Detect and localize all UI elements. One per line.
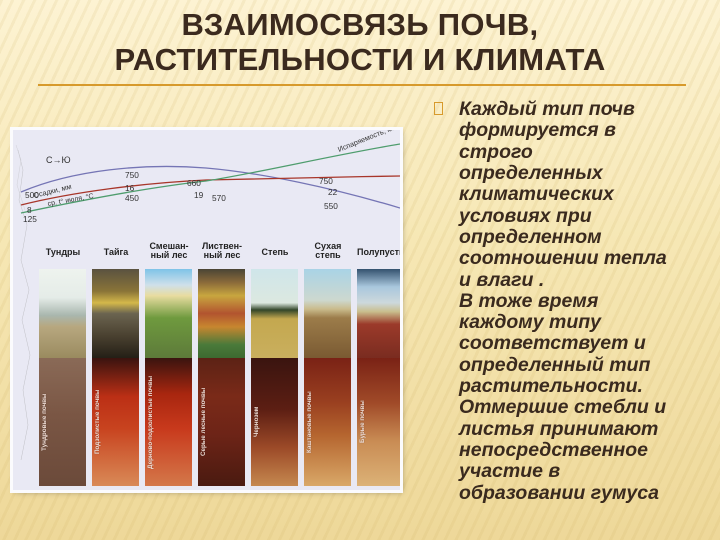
svg-text:500: 500 <box>25 190 39 200</box>
svg-text:550: 550 <box>324 201 338 211</box>
svg-text:570: 570 <box>212 193 226 203</box>
svg-text:С→Ю: С→Ю <box>46 155 71 165</box>
svg-text:750: 750 <box>319 176 333 186</box>
svg-text:16: 16 <box>125 183 135 193</box>
svg-text:660: 660 <box>187 178 201 188</box>
svg-text:450: 450 <box>125 193 139 203</box>
svg-text:750: 750 <box>125 170 139 180</box>
svg-text:19: 19 <box>194 190 204 200</box>
svg-text:125: 125 <box>23 214 37 224</box>
svg-text:22: 22 <box>328 187 338 197</box>
